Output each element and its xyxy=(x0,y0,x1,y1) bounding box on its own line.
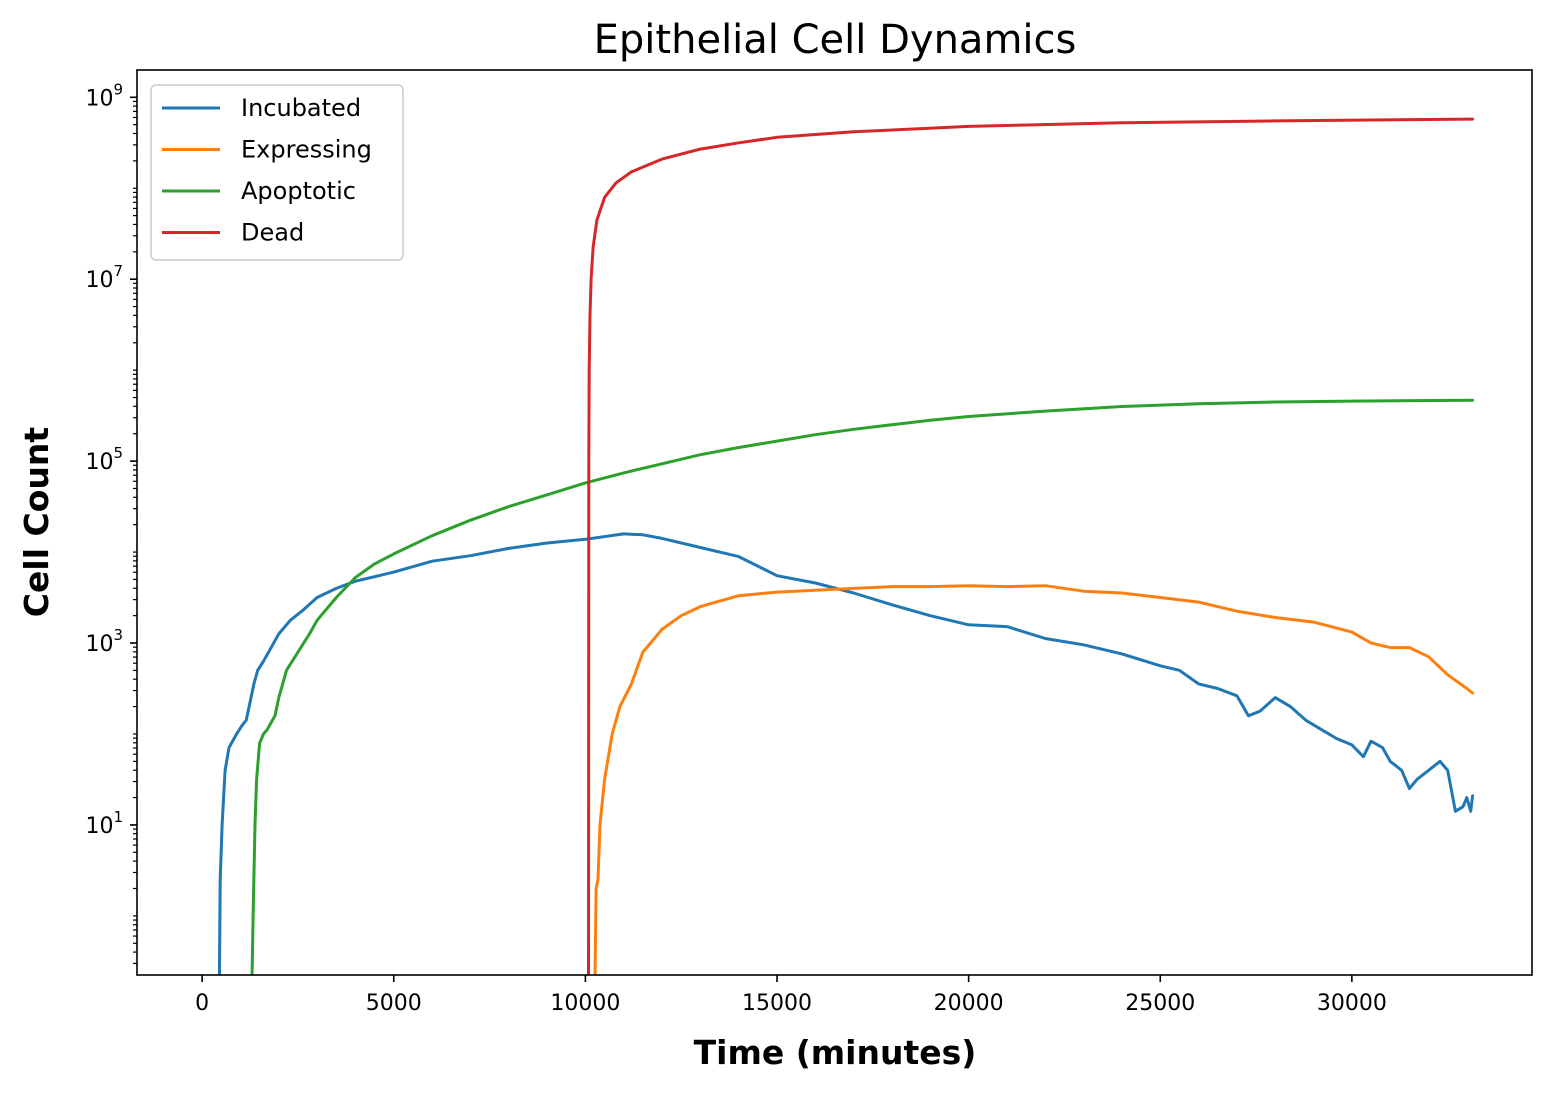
y-tick-label: 103 xyxy=(85,626,123,657)
series-layer xyxy=(217,117,1475,975)
x-tick-label: 0 xyxy=(195,991,209,1016)
legend-label-apoptotic: Apoptotic xyxy=(241,177,356,205)
y-axis: 101 103 105 107 109 xyxy=(85,80,137,965)
legend-label-dead: Dead xyxy=(241,219,304,247)
y-tick-label: 109 xyxy=(85,80,123,111)
x-tick-label: 10000 xyxy=(550,991,620,1016)
x-tick-label: 15000 xyxy=(742,991,812,1016)
series-line-expressing xyxy=(593,584,1475,975)
x-tick-label: 20000 xyxy=(934,991,1004,1016)
series-line-dead xyxy=(587,117,1475,975)
y-axis-label: Cell Count xyxy=(17,427,56,618)
x-tick-label: 25000 xyxy=(1125,991,1195,1016)
legend-box xyxy=(150,84,404,261)
series-line-incubated xyxy=(217,532,1475,975)
legend-label-incubated: Incubated xyxy=(241,94,361,122)
legend: Incubated Expressing Apoptotic Dead xyxy=(150,84,404,261)
legend-label-expressing: Expressing xyxy=(241,136,372,164)
plot-frame xyxy=(136,69,1533,976)
y-tick-label: 101 xyxy=(85,808,123,839)
x-axis-label: Time (minutes) xyxy=(694,1033,977,1072)
y-tick-label: 107 xyxy=(85,262,123,293)
x-tick-label: 5000 xyxy=(366,991,422,1016)
series-line-apoptotic xyxy=(250,398,1475,975)
y-tick-label: 105 xyxy=(85,444,123,475)
x-axis: 0 5000 10000 15000 20000 25000 30000 xyxy=(195,975,1387,1016)
x-tick-label: 30000 xyxy=(1317,991,1387,1016)
chart-title: Epithelial Cell Dynamics xyxy=(594,17,1077,63)
